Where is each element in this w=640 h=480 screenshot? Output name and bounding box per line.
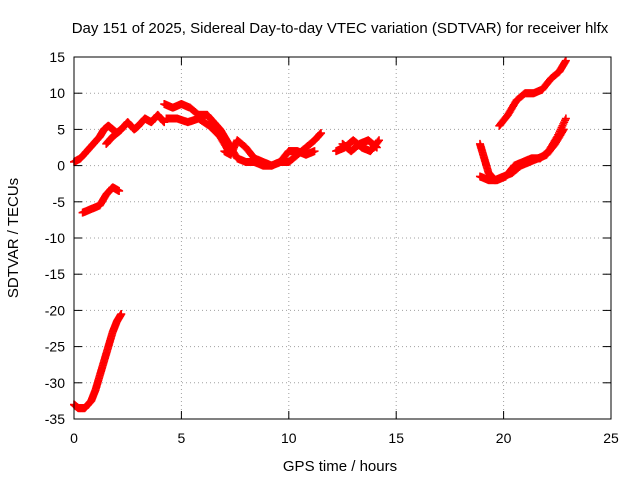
data-point [561,116,570,125]
series-track-9 [78,183,124,217]
y-tick-label: -35 [45,411,65,427]
y-tick-label: -25 [45,339,65,355]
chart-title: Day 151 of 2025, Sidereal Day-to-day VTE… [72,20,609,37]
data-point [115,186,124,195]
y-tick-label: -20 [45,302,65,318]
series-track-2 [102,110,169,148]
data-point [558,121,567,130]
series-track-8 [338,136,381,156]
data-point [560,118,569,127]
tick-labels: 0 5 10 15 20 25 -35 -30 -25 -20 -15 -10 -5 0 5 10 15 [45,49,619,446]
data-series [70,56,570,413]
y-tick-label: -5 [53,194,66,210]
x-tick-label: 10 [281,430,297,446]
series-track-10 [70,310,126,413]
data-point [554,130,563,139]
y-tick-label: -30 [45,375,65,391]
data-point [372,143,381,152]
data-point [317,129,326,138]
series-track-12 [475,114,570,185]
data-point [310,147,319,156]
data-point [555,127,564,136]
y-tick-label: 15 [49,49,65,65]
x-tick-label: 5 [178,430,186,446]
data-point [555,129,564,138]
y-tick-label: -10 [45,230,65,246]
y-tick-label: 0 [57,158,65,174]
y-tick-label: 10 [49,85,65,101]
series-track-4 [162,114,233,156]
data-point [374,137,383,146]
data-point [559,119,568,128]
data-point [375,136,384,145]
series-track-13 [495,56,570,130]
data-point [117,310,126,319]
y-tick-label: 5 [57,121,65,137]
series-track-3 [160,100,233,148]
x-axis-label: GPS time / hours [283,458,397,475]
data-point [553,132,562,141]
series-track-6 [224,139,319,170]
y-axis-label: SDTVAR / TECUs [5,178,22,298]
data-point [556,125,565,134]
x-tick-label: 0 [70,430,78,446]
data-point [561,114,570,123]
y-tick-label: -15 [45,266,65,282]
axis-ticks [73,56,612,420]
x-tick-label: 25 [603,430,619,446]
data-point [557,123,566,132]
x-tick-label: 15 [388,430,404,446]
data-point [561,56,570,65]
x-tick-label: 20 [496,430,512,446]
